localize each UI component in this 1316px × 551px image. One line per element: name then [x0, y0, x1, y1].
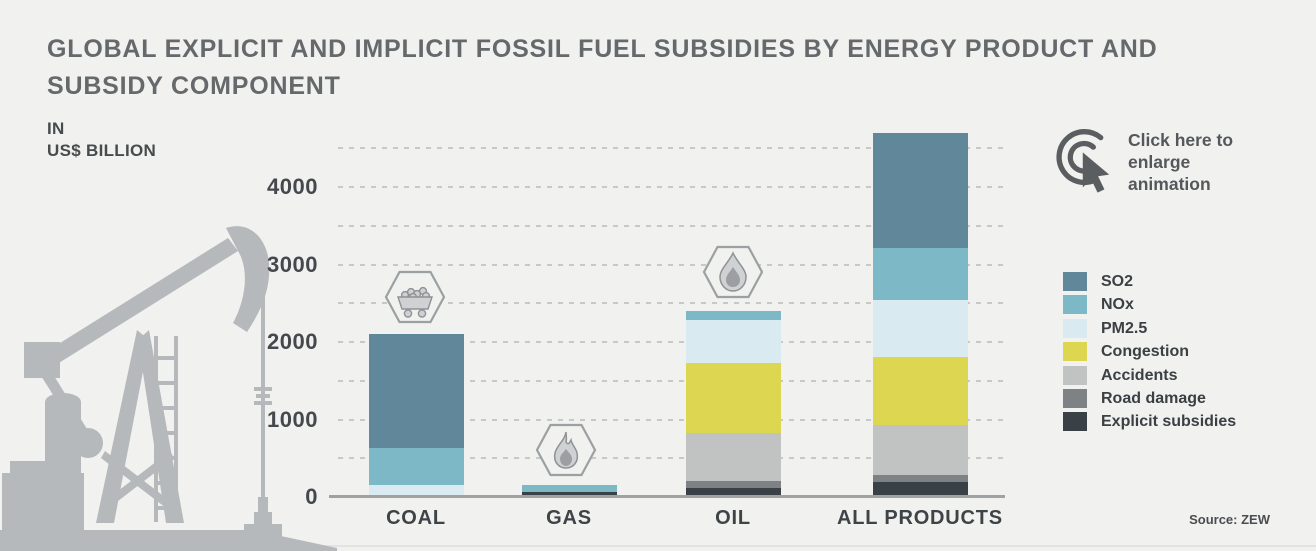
y-axis-unit-line2: US$ BILLION [47, 141, 157, 160]
legend-swatch [1063, 388, 1087, 408]
gridline-3500 [338, 224, 1004, 227]
bar-segment-nox [368, 448, 464, 486]
legend-swatch [1063, 342, 1087, 362]
y-axis-unit-line1: IN [47, 119, 65, 138]
gridline-2000 [338, 341, 1004, 343]
gridline-500 [338, 457, 1004, 460]
legend-item: Accidents [1063, 365, 1236, 385]
y-axis-tick-label: 2000 [267, 329, 318, 354]
y-axis-tick-label: 4000 [267, 174, 318, 199]
bar-segment-pm2-5 [872, 300, 968, 357]
bar-segment-road-damage [685, 480, 781, 489]
bar-segment-congestion [872, 356, 968, 425]
bar-segment-pm2-5 [685, 320, 781, 363]
click-cursor-icon[interactable] [1050, 126, 1124, 200]
x-axis-category-label: ALL PRODUCTS [837, 507, 1003, 529]
bar-segment-so2 [368, 334, 464, 449]
bar-segment-nox [872, 248, 968, 301]
y-axis-tick-label: 1000 [267, 406, 318, 432]
bar-segment-pm2-5 [368, 485, 464, 497]
gridline-1500 [338, 379, 1004, 382]
legend-label: Explicit subsidies [1101, 413, 1237, 431]
bar-segment-so2 [872, 132, 968, 249]
gridline-4000 [338, 186, 1004, 188]
page-title: GLOBAL EXPLICIT AND IMPLICIT FOSSIL FUEL… [47, 35, 1158, 100]
bar-segment-explicit-subsidies [872, 482, 968, 497]
bar-gas [521, 484, 617, 497]
bar-segment-explicit-subsidies [685, 488, 781, 497]
x-axis-category-label: COAL [386, 507, 446, 529]
gridline-2500 [338, 302, 1004, 305]
legend-item: Congestion [1063, 342, 1236, 362]
bar-segment-congestion [685, 362, 781, 433]
x-axis-line [329, 495, 1005, 498]
legend-item: Explicit subsidies [1063, 412, 1237, 432]
bar-segment-accidents [685, 432, 781, 481]
legend-item: Road damage [1063, 388, 1236, 408]
oil-drop-icon [702, 245, 764, 299]
click-to-enlarge-label[interactable]: Click here to enlarge animation [1128, 130, 1234, 194]
y-axis-unit-label: IN US$ BILLION [47, 118, 156, 162]
legend-label: PM2.5 [1101, 319, 1148, 337]
legend-label: Road damage [1101, 389, 1206, 407]
legend-item: NOx [1063, 295, 1236, 315]
legend-label: Congestion [1101, 343, 1189, 361]
gas-flame-icon [535, 423, 597, 477]
y-axis-tick-label: 0 [305, 484, 318, 509]
legend-item: SO2 [1063, 272, 1236, 291]
gridline-3000 [338, 263, 1004, 266]
legend-label: Accidents [1101, 366, 1178, 384]
legend-swatch [1063, 412, 1087, 432]
legend-label: SO2 [1101, 273, 1134, 290]
legend-swatch [1063, 318, 1087, 338]
legend-swatch [1063, 365, 1087, 385]
legend-item: PM2.5 [1063, 318, 1236, 338]
coal-cart-icon [384, 270, 446, 324]
bar-segment-nox [521, 484, 617, 493]
legend: SO2 NOx PM2.5 Congestion Accidents Road damag… [1063, 272, 1236, 436]
legend-label: NOx [1101, 296, 1134, 314]
x-axis-category-label: GAS [546, 507, 592, 529]
oil-pumpjack-silhouette [0, 226, 337, 551]
legend-swatch [1063, 272, 1087, 291]
bar-segment-explicit-subsidies [521, 492, 617, 497]
bar-oil [685, 311, 781, 497]
source-credit: Source: ZEW [1189, 512, 1270, 527]
bar-segment-road-damage [872, 474, 968, 483]
gridline-4500 [338, 147, 1004, 150]
gridline-1000 [338, 418, 1004, 421]
bar-all-products [872, 132, 968, 497]
y-axis-tick-label: 3000 [267, 251, 318, 277]
legend-swatch [1063, 295, 1087, 315]
bar-segment-accidents [872, 424, 968, 475]
bottom-edge-line [0, 545, 1316, 547]
bar-segment-nox [685, 311, 781, 321]
bar-coal [368, 334, 464, 497]
x-axis-category-label: OIL [715, 507, 751, 529]
